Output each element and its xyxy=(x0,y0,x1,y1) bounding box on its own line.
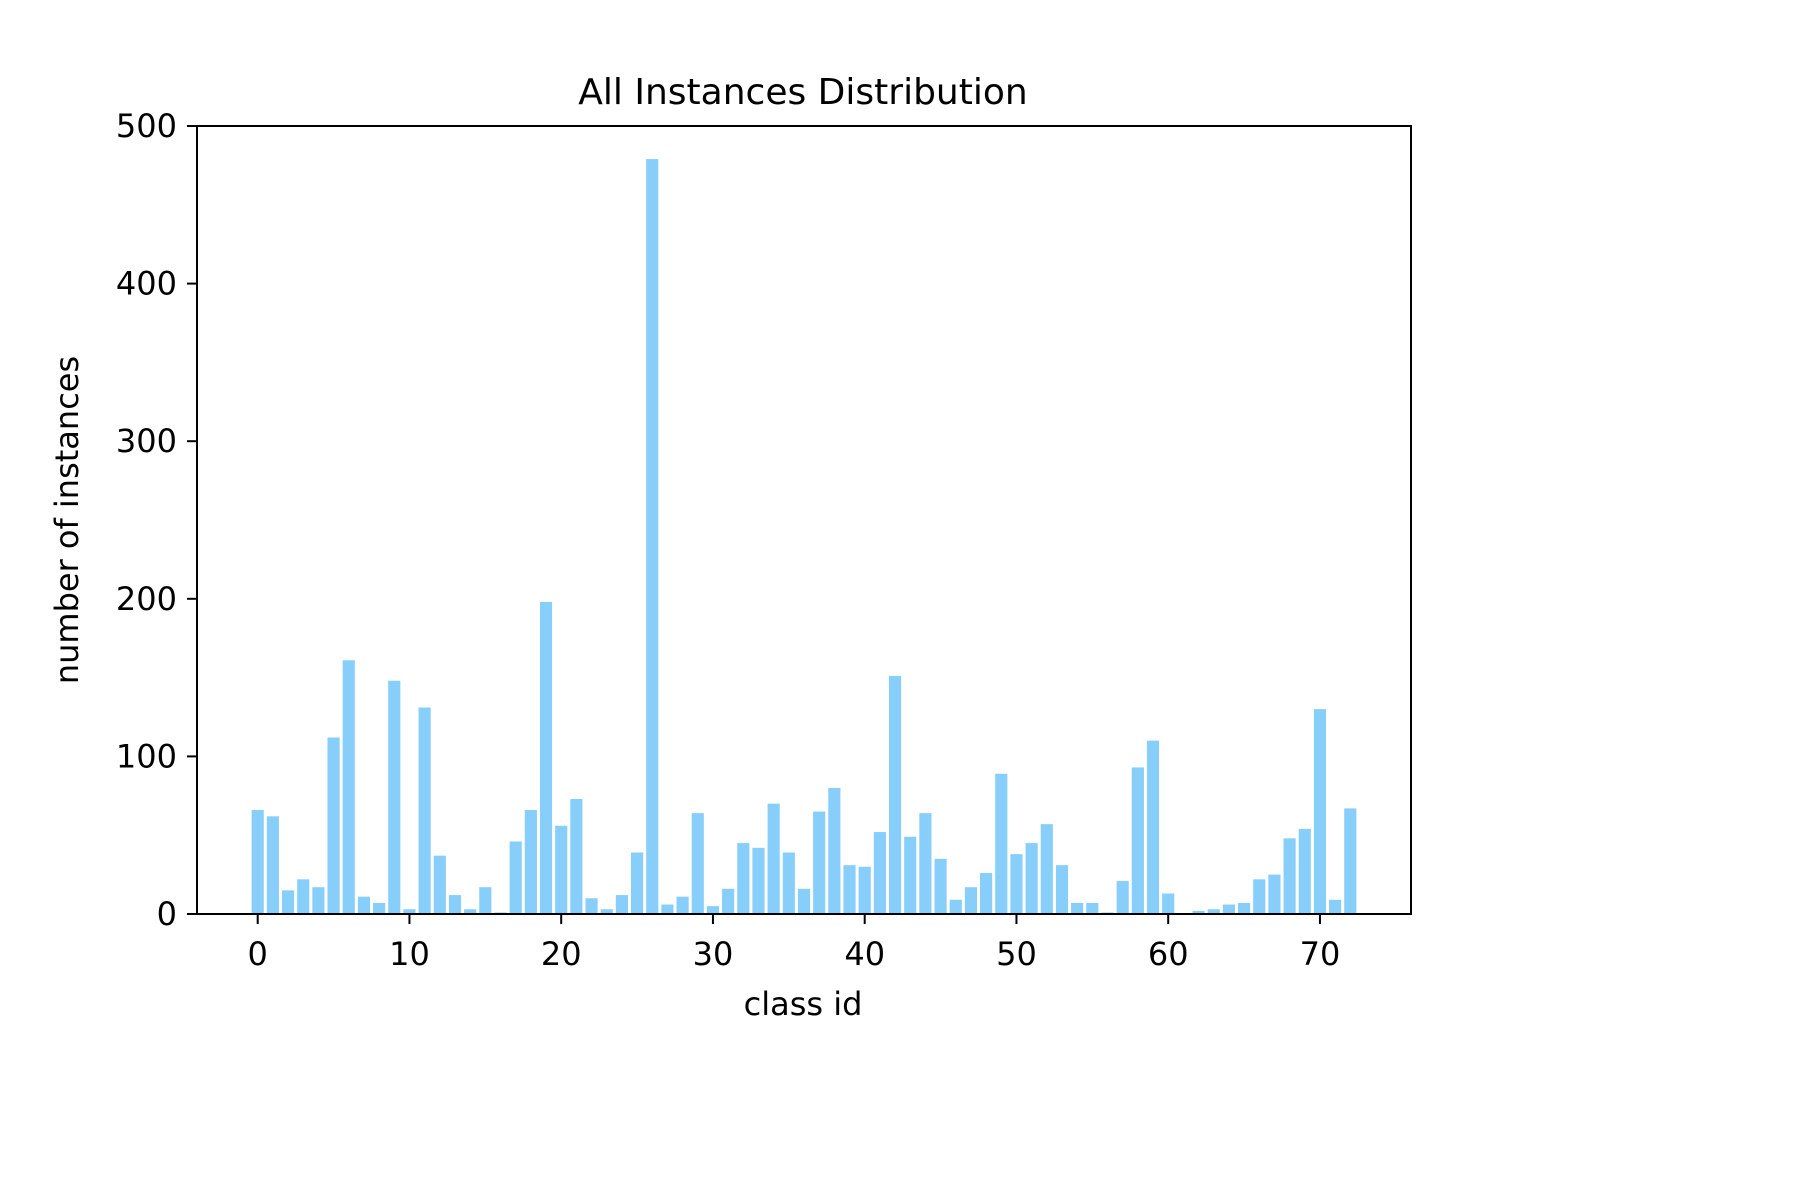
bar-class-17 xyxy=(509,841,522,914)
bar-class-30 xyxy=(706,906,720,914)
bar-class-41 xyxy=(873,832,886,914)
bar-class-7 xyxy=(357,896,370,914)
bar-class-42 xyxy=(888,676,902,914)
bar-class-19 xyxy=(539,601,553,914)
bar-class-15 xyxy=(479,887,492,914)
bar-class-0 xyxy=(251,809,264,914)
y-tick-label: 0 xyxy=(157,895,177,933)
bar-class-9 xyxy=(388,680,401,914)
bar-class-14 xyxy=(464,909,477,914)
bar-class-52 xyxy=(1040,824,1053,914)
bar-class-1 xyxy=(266,816,279,914)
bar-class-70 xyxy=(1313,709,1327,914)
bar-class-66 xyxy=(1253,879,1266,914)
bar-class-21 xyxy=(570,798,583,914)
x-tick-label: 40 xyxy=(844,935,885,973)
bar-class-68 xyxy=(1283,838,1296,914)
x-tick-label: 10 xyxy=(389,935,430,973)
bar-class-13 xyxy=(448,895,462,914)
bar-class-27 xyxy=(661,904,674,914)
bar-class-58 xyxy=(1131,767,1144,914)
bar-class-59 xyxy=(1146,740,1160,914)
x-tick-label: 70 xyxy=(1300,935,1341,973)
y-tick-label: 500 xyxy=(116,107,177,145)
bar-class-11 xyxy=(418,707,431,914)
x-tick-label: 0 xyxy=(248,935,268,973)
bar-class-36 xyxy=(797,888,811,914)
bar-class-5 xyxy=(327,737,340,914)
bar-class-53 xyxy=(1055,865,1069,914)
bar-class-8 xyxy=(373,902,386,914)
bar-class-39 xyxy=(843,865,856,914)
plot-frame xyxy=(196,125,1412,915)
bar-class-37 xyxy=(813,811,826,914)
bar-class-23 xyxy=(600,909,613,914)
y-tick-label: 400 xyxy=(116,265,177,303)
bar-class-62 xyxy=(1192,910,1205,914)
bar-class-48 xyxy=(980,873,993,914)
bar-class-20 xyxy=(555,825,568,914)
bar-class-47 xyxy=(964,887,977,914)
bar-class-24 xyxy=(615,895,628,914)
bar-class-25 xyxy=(631,852,644,914)
bar-class-3 xyxy=(297,879,310,914)
x-ticks-group: 0 10 20 30 40 50 60 70 xyxy=(248,914,1341,973)
y-ticks-group: 0 100 200 300 400 500 xyxy=(116,107,197,933)
y-tick-label: 300 xyxy=(116,422,177,460)
bars-group xyxy=(251,159,1357,914)
bar-class-54 xyxy=(1071,902,1084,914)
bar-class-2 xyxy=(281,890,295,914)
x-tick-label: 60 xyxy=(1148,935,1189,973)
bar-class-22 xyxy=(585,898,598,914)
bar-class-18 xyxy=(524,809,537,914)
bar-class-28 xyxy=(676,896,689,914)
bar-class-44 xyxy=(919,813,932,914)
bar-class-38 xyxy=(828,787,841,914)
y-tick-label: 100 xyxy=(116,737,177,775)
bar-class-63 xyxy=(1207,909,1220,914)
bar-class-29 xyxy=(691,813,704,914)
bar-class-71 xyxy=(1329,899,1342,914)
bar-class-40 xyxy=(858,866,871,914)
bar-class-4 xyxy=(312,887,325,914)
bar-class-51 xyxy=(1025,843,1038,914)
bar-class-33 xyxy=(752,847,765,914)
bar-class-50 xyxy=(1010,854,1023,914)
bar-class-57 xyxy=(1116,880,1129,914)
bar-class-26 xyxy=(646,159,659,914)
y-tick-label: 200 xyxy=(116,580,177,618)
x-tick-label: 30 xyxy=(693,935,734,973)
x-tick-label: 20 xyxy=(541,935,582,973)
bar-class-46 xyxy=(949,899,962,914)
chart-title: All Instances Distribution xyxy=(578,72,1027,113)
bar-class-6 xyxy=(342,660,355,914)
bar-class-60 xyxy=(1162,893,1175,914)
bar-class-49 xyxy=(995,773,1008,914)
y-axis-label: number of instances xyxy=(48,356,86,684)
bar-class-67 xyxy=(1268,874,1281,914)
bar-class-69 xyxy=(1298,828,1311,914)
bar-class-65 xyxy=(1238,902,1251,914)
bar-class-43 xyxy=(904,836,917,914)
bar-class-10 xyxy=(403,909,416,914)
bar-class-12 xyxy=(433,855,446,914)
bar-class-32 xyxy=(737,843,750,914)
bar-class-55 xyxy=(1086,902,1099,914)
bar-class-34 xyxy=(767,803,780,914)
bar-class-64 xyxy=(1222,904,1235,914)
bar-class-45 xyxy=(934,858,947,914)
x-tick-label: 50 xyxy=(996,935,1037,973)
x-axis-label: class id xyxy=(744,985,863,1023)
bar-class-35 xyxy=(782,852,795,914)
bar-class-31 xyxy=(722,888,735,914)
bar-class-72 xyxy=(1344,808,1357,914)
